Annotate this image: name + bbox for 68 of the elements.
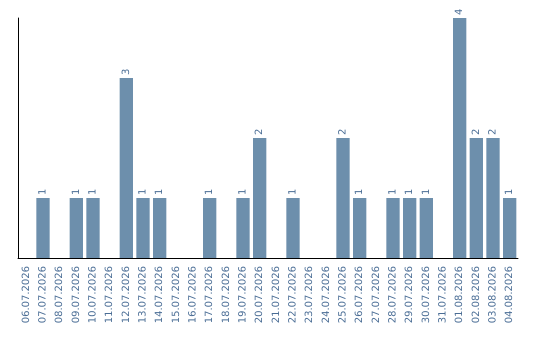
bar [453,18,466,258]
x-tick-label: 25.07.2026 [338,266,348,324]
bar [236,198,250,258]
data-label: 1 [154,188,166,195]
data-label: 1 [70,188,82,195]
data-label: 1 [38,188,48,195]
x-tick-label: 13.07.2026 [138,266,148,324]
x-tick-label: 23.07.2026 [304,266,316,324]
data-label: 1 [388,188,398,195]
bar [70,198,83,258]
bar [153,198,166,258]
data-label: 4 [454,8,466,15]
x-tick-label: 24.07.2026 [320,266,332,324]
bar [36,198,50,258]
x-tick-label: 14.07.2026 [154,266,166,324]
x-tick-label: 09.07.2026 [70,266,82,324]
x-tick-label: 04.08.2026 [504,266,516,324]
bar [253,138,266,258]
bar [120,78,133,258]
bar [403,198,416,258]
x-tick-label: 12.07.2026 [120,266,132,324]
data-label: 2 [254,128,266,135]
x-tick-label: 30.07.2026 [420,266,432,324]
data-label: 1 [204,188,216,195]
x-tick-label: 01.08.2026 [454,266,466,324]
x-tick-label: 28.07.2026 [388,266,398,324]
data-label: 1 [504,188,516,195]
bar [420,198,433,258]
bar [486,138,500,258]
x-tick-label: 03.08.2026 [488,266,498,324]
data-label: 1 [404,188,416,195]
data-label: 1 [238,188,248,195]
data-label: 2 [470,128,482,135]
bar [470,138,483,258]
x-tick-label: 07.07.2026 [38,266,48,324]
x-tick-label: 08.07.2026 [54,266,66,324]
x-tick-label: 21.07.2026 [270,266,282,324]
bar [353,198,366,258]
bar [336,138,350,258]
x-tick-label: 22.07.2026 [288,266,298,324]
x-tick-label: 02.08.2026 [470,266,482,324]
bar [286,198,300,258]
x-tick-label: 31.07.2026 [438,266,448,324]
data-label: 1 [288,188,298,195]
x-tick-label: 11.07.2026 [104,266,116,324]
bar [136,198,150,258]
data-label: 2 [338,128,348,135]
bar [203,198,216,258]
x-tick-label: 17.07.2026 [204,266,216,324]
x-tick-label: 19.07.2026 [238,266,248,324]
x-tick-label: 06.07.2026 [20,266,32,324]
x-tick-label: 29.07.2026 [404,266,416,324]
bar [86,198,100,258]
x-tick-label: 16.07.2026 [188,266,198,324]
data-label: 1 [138,188,148,195]
data-label: 1 [354,188,366,195]
x-tick-label: 10.07.2026 [88,266,98,324]
bar [386,198,400,258]
data-label: 2 [488,128,498,135]
bar [503,198,516,258]
x-tick-label: 27.07.2026 [370,266,382,324]
data-label: 3 [120,68,132,75]
x-tick-label: 15.07.2026 [170,266,182,324]
x-tick-label: 26.07.2026 [354,266,366,324]
x-tick-label: 18.07.2026 [220,266,232,324]
x-tick-label: 20.07.2026 [254,266,266,324]
data-label: 1 [88,188,98,195]
data-label: 1 [420,188,432,195]
